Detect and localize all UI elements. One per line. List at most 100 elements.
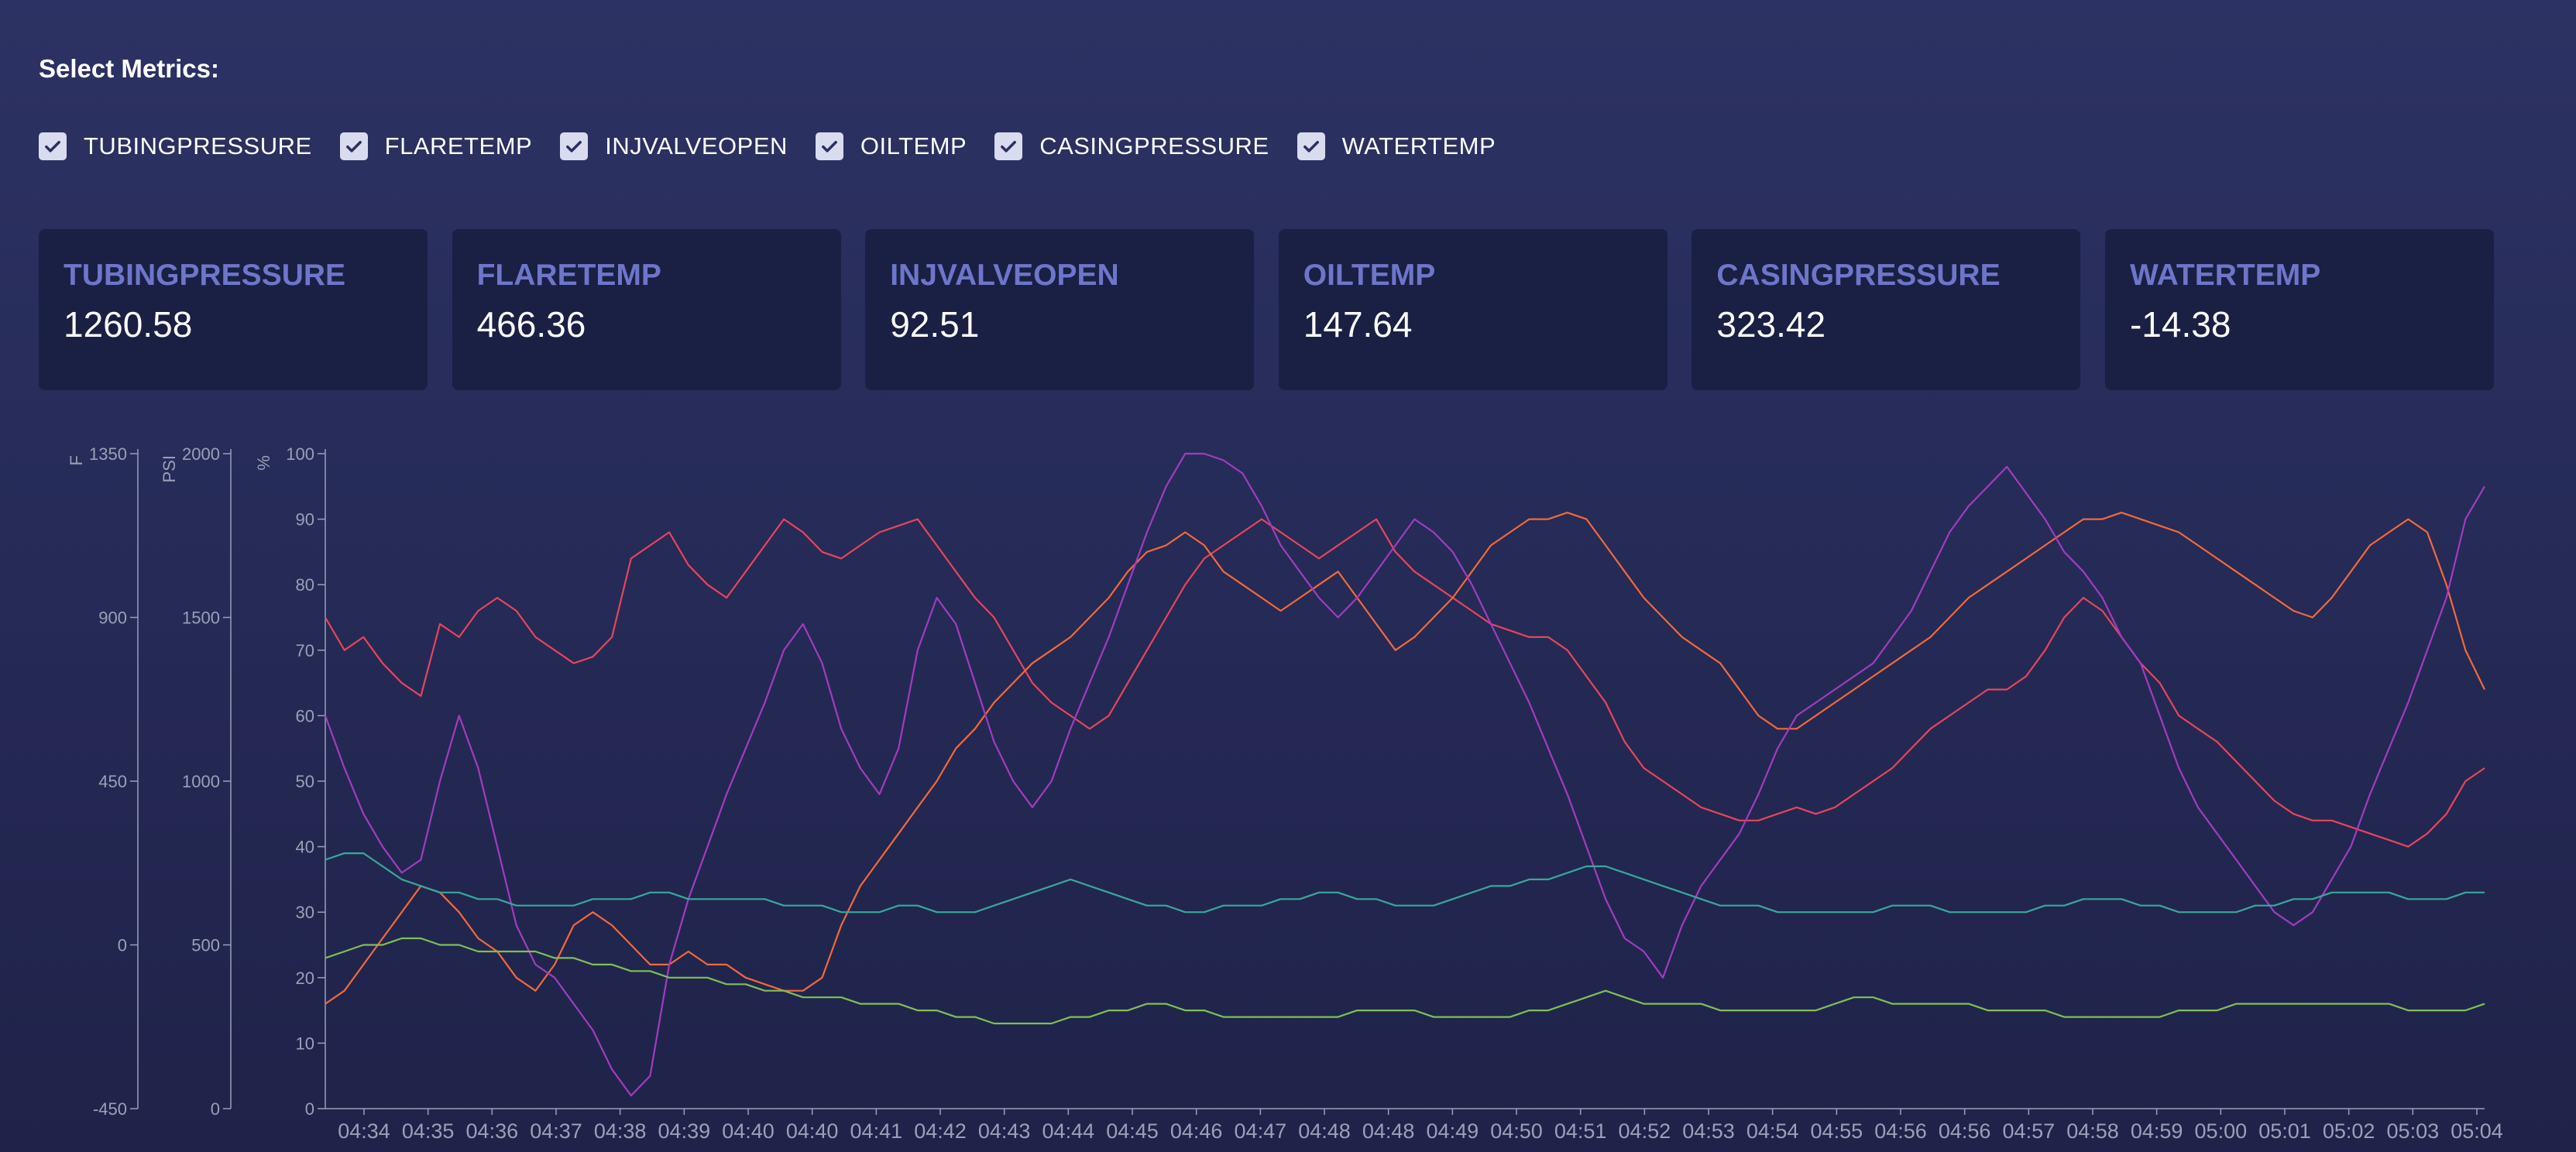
x-axis-tick-label: 04:40 bbox=[722, 1119, 775, 1143]
metric-checkbox-label: CASINGPRESSURE bbox=[1039, 132, 1269, 159]
metric-checkbox-row: TUBINGPRESSURE FLARETEMP INJVALVEOPEN OI… bbox=[39, 130, 1523, 163]
y-axis-tick-label-pct: 20 bbox=[296, 969, 314, 988]
y-axis-tick-label-PSI: 1500 bbox=[182, 609, 220, 628]
checkbox-checked-icon[interactable] bbox=[560, 132, 589, 160]
metric-card-watertemp: WATERTEMP -14.38 bbox=[2104, 229, 2494, 390]
x-axis-tick-label: 05:04 bbox=[2451, 1119, 2503, 1143]
y-axis-label-PSI: PSI bbox=[160, 455, 179, 482]
x-axis-tick-label: 04:56 bbox=[1874, 1119, 1927, 1143]
x-axis-tick-label: 04:48 bbox=[1298, 1119, 1351, 1143]
y-axis-tick-label-F: 1350 bbox=[89, 444, 127, 464]
checkbox-checked-icon[interactable] bbox=[994, 132, 1023, 160]
metric-card-flaretemp: FLARETEMP 466.36 bbox=[452, 229, 841, 390]
metric-checkbox-oiltemp[interactable]: OILTEMP bbox=[815, 132, 967, 160]
x-axis-tick-label: 04:41 bbox=[850, 1119, 903, 1143]
select-metrics-label: Select Metrics: bbox=[39, 54, 219, 83]
metric-card-value: 92.51 bbox=[890, 304, 980, 345]
y-axis-tick-label-pct: 0 bbox=[305, 1099, 314, 1119]
metric-card-oiltemp: OILTEMP 147.64 bbox=[1278, 229, 1668, 390]
metric-card-title: INJVALVEOPEN bbox=[890, 259, 1119, 292]
metric-cards: TUBINGPRESSURE 1260.58 FLARETEMP 466.36 … bbox=[39, 229, 2494, 390]
x-axis-tick-label: 04:47 bbox=[1235, 1119, 1287, 1143]
x-axis-tick-label: 04:35 bbox=[402, 1119, 455, 1143]
x-axis-tick-label: 04:54 bbox=[1747, 1119, 1799, 1143]
y-axis-tick-label-pct: 70 bbox=[296, 641, 314, 660]
metric-card-value: -14.38 bbox=[2129, 304, 2231, 345]
checkbox-checked-icon[interactable] bbox=[39, 132, 67, 160]
series-line-injvalveopen bbox=[324, 452, 2485, 1097]
checkbox-checked-icon[interactable] bbox=[339, 132, 368, 160]
y-axis-tick-label-pct: 90 bbox=[296, 510, 314, 530]
metric-card-value: 323.42 bbox=[1716, 304, 1826, 345]
checkbox-checked-icon[interactable] bbox=[1297, 132, 1325, 160]
x-axis-tick-label: 04:34 bbox=[338, 1119, 390, 1143]
x-axis-tick-label: 04:46 bbox=[1170, 1119, 1223, 1143]
metric-checkbox-label: OILTEMP bbox=[860, 132, 967, 159]
x-axis-tick-label: 04:57 bbox=[2003, 1119, 2056, 1143]
metric-card-tubingpressure: TUBINGPRESSURE 1260.58 bbox=[39, 229, 428, 390]
series-line-oiltemp bbox=[325, 852, 2485, 914]
series-line-casingpressure bbox=[325, 937, 2485, 1025]
metric-checkbox-injvalveopen[interactable]: INJVALVEOPEN bbox=[560, 132, 788, 160]
x-axis-tick-label: 05:00 bbox=[2195, 1119, 2248, 1143]
metric-checkbox-label: TUBINGPRESSURE bbox=[84, 132, 312, 159]
y-axis-tick-label-F: 0 bbox=[118, 936, 127, 955]
y-axis-tick-label-F: 900 bbox=[98, 609, 127, 628]
y-axis-tick-label-pct: 60 bbox=[296, 706, 314, 725]
metric-card-value: 1260.58 bbox=[64, 304, 193, 345]
multi-axis-line-chart: 1350 900 450 0 -450 F 2000 1500 1000 500 0 PSI 100 90… bbox=[67, 444, 2503, 1143]
y-axis-tick-label-pct: 50 bbox=[296, 772, 314, 791]
y-axis-tick-label-PSI: 500 bbox=[191, 936, 220, 955]
x-axis-tick-label: 04:58 bbox=[2066, 1119, 2119, 1143]
metric-card-title: TUBINGPRESSURE bbox=[64, 259, 346, 292]
metric-checkbox-casingpressure[interactable]: CASINGPRESSURE bbox=[994, 132, 1269, 160]
x-axis-tick-label: 04:37 bbox=[530, 1119, 582, 1143]
metric-checkbox-tubingpressure[interactable]: TUBINGPRESSURE bbox=[39, 132, 312, 160]
x-axis-tick-label: 04:51 bbox=[1554, 1119, 1607, 1143]
x-axis-tick-label: 04:50 bbox=[1490, 1119, 1543, 1143]
x-axis-tick-label: 05:01 bbox=[2258, 1119, 2311, 1143]
metric-card-title: OILTEMP bbox=[1303, 259, 1436, 292]
metric-checkbox-label: FLARETEMP bbox=[384, 132, 533, 159]
metric-card-title: WATERTEMP bbox=[2129, 259, 2321, 292]
y-axis-tick-label-pct: 40 bbox=[296, 838, 314, 857]
x-axis-tick-label: 04:49 bbox=[1427, 1119, 1479, 1143]
x-axis-tick-label: 04:38 bbox=[594, 1119, 647, 1143]
x-axis-tick-label: 04:48 bbox=[1362, 1119, 1415, 1143]
metric-card-value: 466.36 bbox=[476, 304, 586, 345]
x-axis-tick-label: 04:45 bbox=[1106, 1119, 1159, 1143]
x-axis-tick-label: 04:53 bbox=[1682, 1119, 1735, 1143]
metric-checkbox-watertemp[interactable]: WATERTEMP bbox=[1297, 132, 1496, 160]
series-line-tubingpressure bbox=[325, 518, 2485, 848]
y-axis-tick-label-pct: 100 bbox=[286, 444, 314, 464]
y-axis-tick-label-F: -450 bbox=[93, 1099, 127, 1119]
y-axis-tick-label-pct: 80 bbox=[296, 575, 314, 595]
x-axis-tick-label: 04:59 bbox=[2131, 1119, 2183, 1143]
x-axis-tick-label: 04:36 bbox=[466, 1119, 519, 1143]
y-axis-label-F: F bbox=[67, 455, 86, 465]
metric-card-title: FLARETEMP bbox=[476, 259, 661, 292]
series-line-flaretemp bbox=[325, 512, 2485, 1005]
x-axis-tick-label: 05:03 bbox=[2387, 1119, 2440, 1143]
x-axis-tick-label: 04:56 bbox=[1939, 1119, 1991, 1143]
y-axis-tick-label-pct: 10 bbox=[296, 1034, 314, 1053]
x-axis-tick-label: 04:42 bbox=[914, 1119, 967, 1143]
checkbox-checked-icon[interactable] bbox=[815, 132, 843, 160]
y-axis-tick-label-pct: 30 bbox=[296, 903, 314, 922]
y-axis-tick-label-F: 450 bbox=[98, 772, 127, 791]
x-axis-tick-label: 04:52 bbox=[1619, 1119, 1671, 1143]
y-axis-label-pct: % bbox=[254, 455, 273, 471]
metric-card-title: CASINGPRESSURE bbox=[1716, 259, 2001, 292]
x-axis-tick-label: 04:40 bbox=[786, 1119, 839, 1143]
y-axis-tick-label-PSI: 1000 bbox=[182, 772, 220, 791]
metric-checkbox-flaretemp[interactable]: FLARETEMP bbox=[339, 132, 533, 160]
x-axis-tick-label: 05:02 bbox=[2323, 1119, 2375, 1143]
x-axis-tick-label: 04:55 bbox=[1811, 1119, 1863, 1143]
x-axis-tick-label: 04:39 bbox=[658, 1119, 711, 1143]
metric-card-value: 147.64 bbox=[1303, 304, 1413, 345]
metric-checkbox-label: WATERTEMP bbox=[1341, 132, 1496, 159]
y-axis-tick-label-PSI: 2000 bbox=[182, 444, 220, 464]
metric-card-injvalveopen: INJVALVEOPEN 92.51 bbox=[865, 229, 1255, 390]
metric-card-casingpressure: CASINGPRESSURE 323.42 bbox=[1692, 229, 2081, 390]
x-axis-tick-label: 04:43 bbox=[978, 1119, 1031, 1143]
